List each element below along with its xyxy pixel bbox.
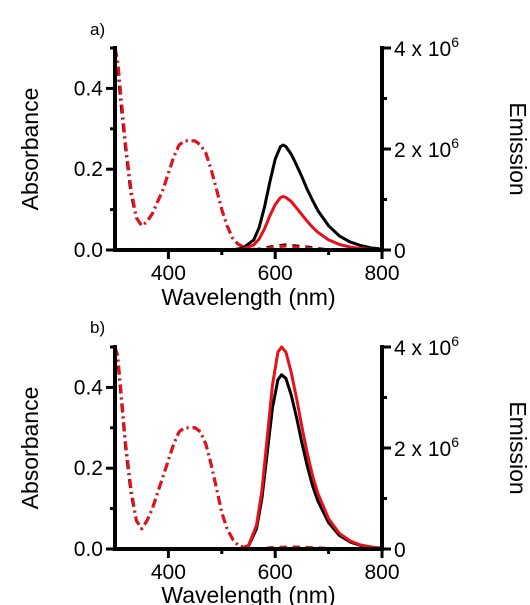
y2-tick-label: 0 (394, 539, 406, 562)
y-axis-title: Absorbance (17, 387, 43, 510)
x-axis-title: Wavelength (nm) (161, 582, 335, 605)
y-tick-label: 0.2 (74, 457, 103, 480)
x-tick-label: 800 (364, 561, 399, 584)
series-line-red-dashdot-left (113, 346, 255, 551)
y-tick-label: 0.0 (74, 239, 103, 262)
y2-tick-label: 2 x 106 (394, 135, 459, 162)
y2-tick-label: 4 x 106 (394, 333, 459, 360)
y2-tick-label: 0 (394, 240, 406, 263)
panel-label: b) (90, 318, 105, 337)
y-tick-label: 0.2 (74, 158, 103, 181)
y2-axis-title: Emission (505, 102, 530, 195)
series-line-red-dashdot-left (113, 47, 260, 252)
x-axis-title: Wavelength (nm) (161, 284, 335, 310)
panel-label: a) (90, 20, 105, 39)
chart-panel-b: b) 400 600 800 0.0 0.2 0.4 0 2 x 106 4 x 106 Wavel… (17, 318, 530, 605)
series-line-black-solid-right (232, 143, 383, 252)
chart-panel-a: a) 400 600 800 0.0 0.2 0.4 0 2 x 106 4 x 106 Wavel… (17, 20, 530, 310)
x-tick-label: 800 (364, 262, 399, 285)
series-line-red-solid-right (237, 345, 383, 551)
x-tick-label: 600 (258, 561, 293, 584)
x-tick-label: 400 (151, 262, 186, 285)
series-line-red-solid-right (232, 195, 383, 252)
y2-tick-label: 2 x 106 (394, 434, 459, 461)
y-tick-label: 0.0 (74, 538, 103, 561)
x-tick-label: 400 (151, 561, 186, 584)
y2-tick-label: 4 x 106 (394, 34, 459, 61)
x-tick-label: 600 (258, 262, 293, 285)
y2-axis-title: Emission (505, 401, 530, 494)
y-tick-label: 0.4 (74, 376, 104, 399)
y-axis-title: Absorbance (17, 88, 43, 211)
y-tick-label: 0.4 (74, 77, 104, 100)
